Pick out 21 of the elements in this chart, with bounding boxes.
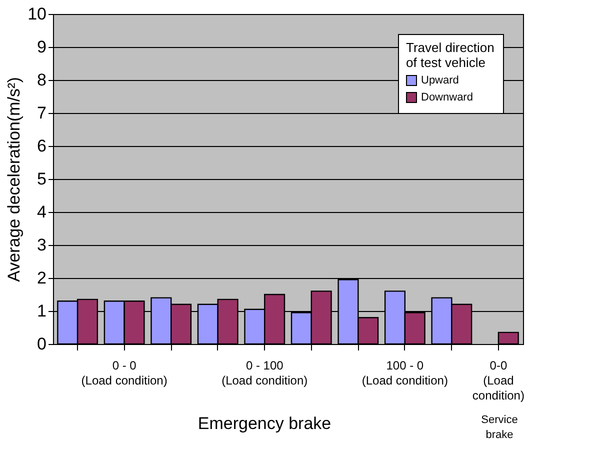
y-tick-label: 4 bbox=[37, 202, 46, 222]
x-tick-label: 0 - 100 (Load condition) bbox=[222, 358, 308, 388]
text: Service brake bbox=[481, 414, 518, 441]
legend-label: Downward bbox=[421, 92, 473, 104]
y-tick-label: 8 bbox=[37, 70, 46, 90]
legend-title: Travel direction of test vehicle bbox=[406, 40, 494, 70]
y-tick-label: 2 bbox=[37, 268, 46, 288]
y-tick-label: 5 bbox=[37, 170, 46, 188]
text: Emergency brake bbox=[198, 414, 332, 433]
x-tick-label: 100 - 0 (Load condition) bbox=[362, 358, 448, 388]
y-tick-label: 10 bbox=[28, 4, 46, 24]
legend-label: Upward bbox=[421, 74, 459, 86]
x-tick-label: 0 - 0 (Load condition) bbox=[81, 358, 168, 388]
x-tick-label: 0-0 (Load condition) bbox=[472, 358, 524, 402]
y-tick-label: 7 bbox=[37, 104, 46, 122]
y-tick-label: 3 bbox=[37, 236, 46, 254]
y-axis-title: Average deceleration(m/s²) bbox=[4, 77, 24, 282]
y-tick-label: 1 bbox=[37, 302, 46, 320]
y-tick-label: 9 bbox=[37, 38, 46, 56]
y-tick-label: 6 bbox=[37, 136, 46, 156]
y-tick-label: 0 bbox=[37, 334, 46, 354]
